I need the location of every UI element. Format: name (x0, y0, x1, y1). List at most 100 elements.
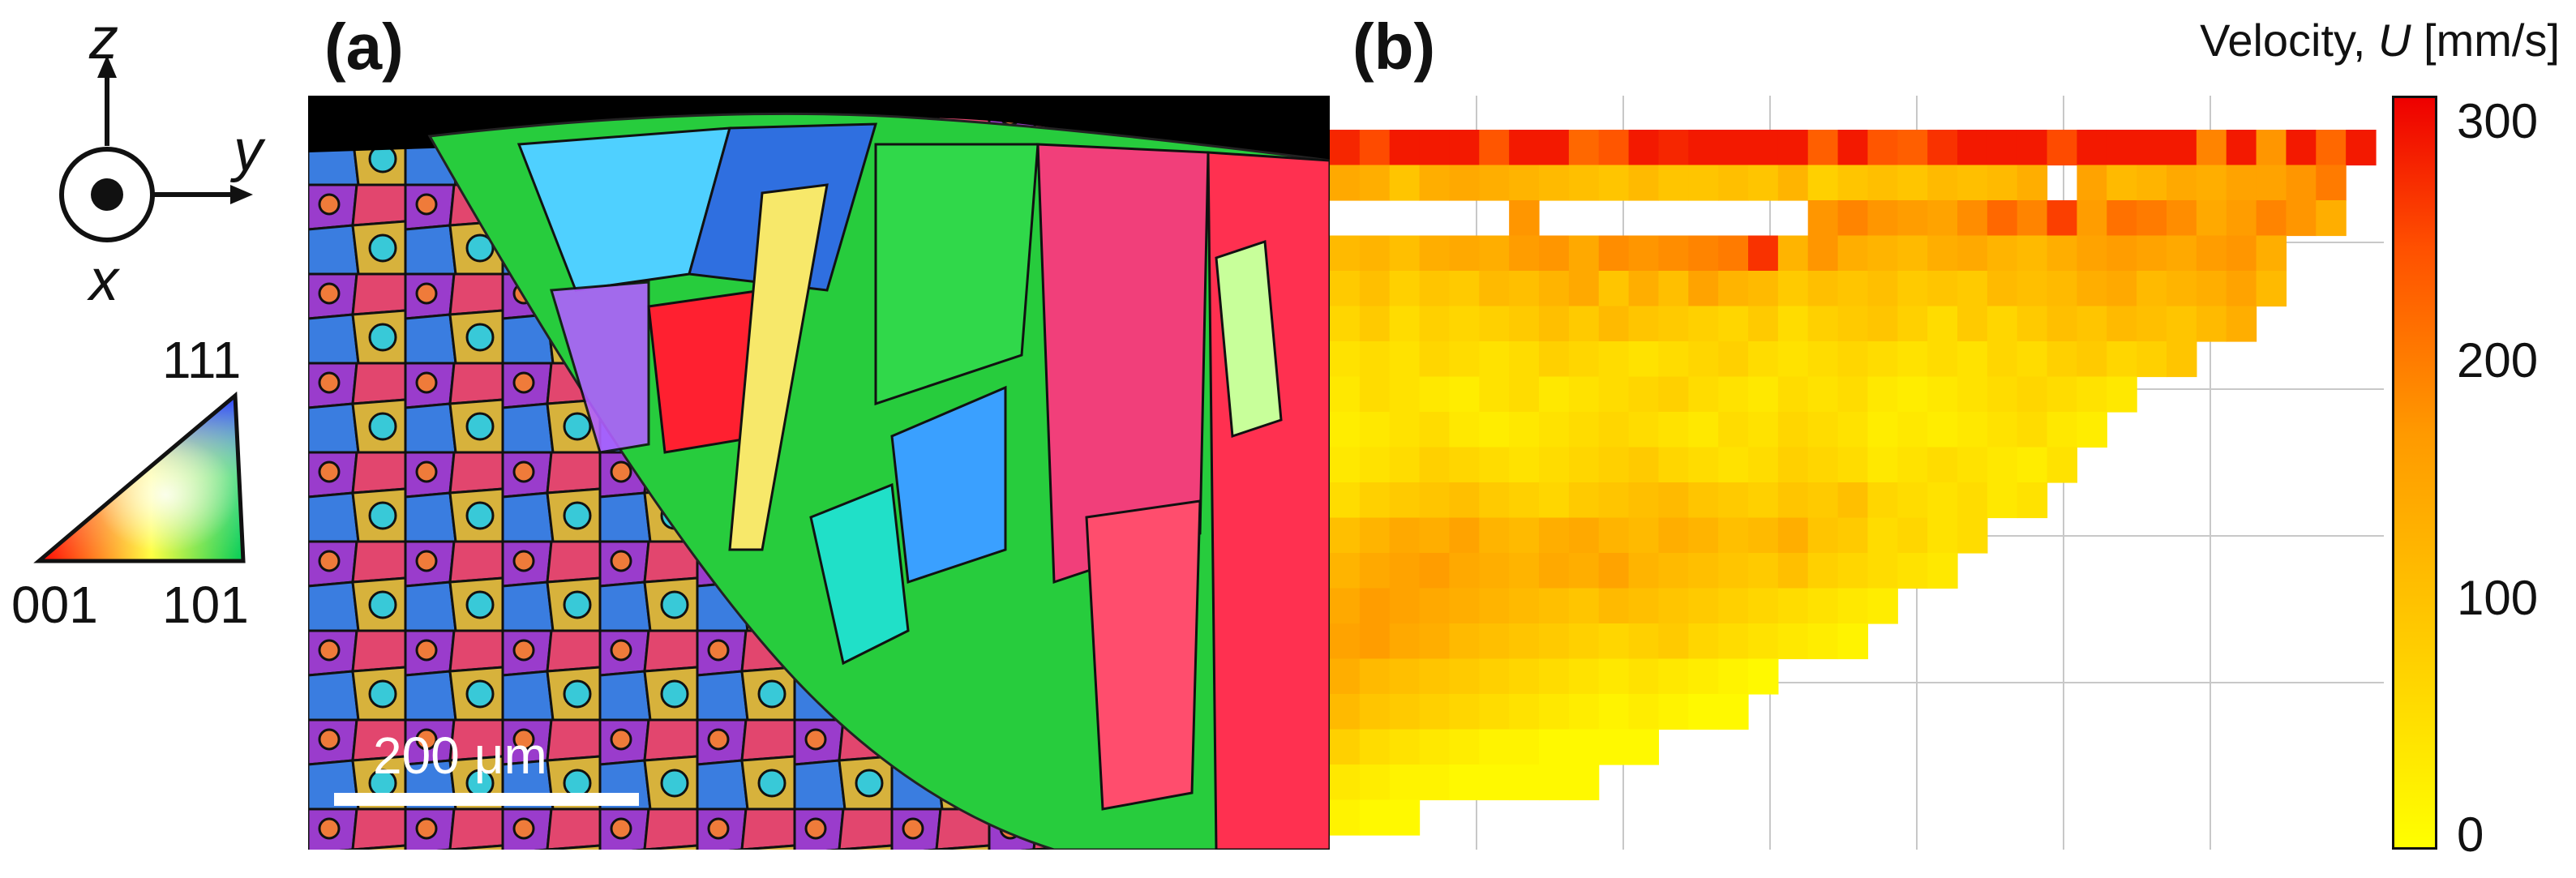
heatmap-cell (1718, 447, 1749, 483)
heatmap-cell (1330, 588, 1361, 624)
heatmap-cell (1419, 130, 1451, 166)
heatmap-cell (1628, 130, 1660, 166)
heatmap-cell (2017, 271, 2048, 307)
heatmap-cell (1837, 130, 1869, 166)
ebsd-orientation-map (308, 96, 1330, 850)
heatmap-cell (1568, 553, 1600, 589)
heatmap-cell (1419, 729, 1451, 765)
heatmap-cell (2286, 200, 2317, 237)
heatmap-cell (1718, 376, 1749, 413)
heatmap-cell (1807, 623, 1839, 660)
heatmap-cell (1598, 447, 1630, 483)
heatmap-cell (1539, 588, 1570, 624)
heatmap-cell (2167, 306, 2197, 342)
heatmap-cell (1330, 235, 1361, 272)
heatmap-cell (1509, 694, 1540, 730)
heatmap-cell (1688, 376, 1719, 413)
heatmap-cell (1449, 623, 1480, 660)
heatmap-cell (1479, 553, 1510, 589)
heatmap-cell (1748, 412, 1779, 448)
scale-bar-label: 200 μm (373, 726, 547, 785)
heatmap-cell (1837, 447, 1869, 483)
heatmap-cell (1449, 553, 1480, 589)
heatmap-cell (1718, 341, 1749, 378)
heatmap-cell (1807, 306, 1839, 342)
heatmap-cell (1449, 376, 1480, 413)
heatmap-cell (1748, 482, 1779, 519)
colorbar-tick-200: 200 (2457, 333, 2539, 388)
heatmap-cell (1688, 271, 1719, 307)
heatmap-cell (1957, 376, 1988, 413)
heatmap-cell (1957, 200, 1988, 237)
heatmap-cell (1389, 235, 1421, 272)
heatmap-cell (1359, 553, 1391, 589)
heatmap-cell (1867, 447, 1898, 483)
heatmap-cell (1777, 588, 1809, 624)
heatmap-cell (1449, 412, 1480, 448)
heatmap-cell (1867, 588, 1898, 624)
heatmap-cell (1389, 271, 1421, 307)
heatmap-cell (1598, 588, 1630, 624)
heatmap-cell (1748, 130, 1779, 166)
heatmap-cell (2107, 376, 2137, 413)
heatmap-cell (1628, 553, 1660, 589)
heatmap-cell (1777, 553, 1809, 589)
heatmap-cell (1658, 306, 1689, 342)
heatmap-cell (1389, 553, 1421, 589)
heatmap-cell (2256, 200, 2287, 237)
heatmap-cell (1688, 341, 1719, 378)
heatmap-cell (2107, 271, 2137, 307)
heatmap-cell (1568, 341, 1600, 378)
heatmap-cell (1598, 553, 1630, 589)
ipf-color-key-icon (33, 391, 246, 563)
heatmap-cell (1777, 376, 1809, 413)
heatmap-cell (1688, 588, 1719, 624)
heatmap-cell (1897, 376, 1928, 413)
heatmap-cell (1628, 235, 1660, 272)
heatmap-cell (2017, 235, 2048, 272)
heatmap-cell (1927, 341, 1958, 378)
heatmap-cell (1359, 694, 1391, 730)
heatmap-cell (1539, 412, 1570, 448)
heatmap-cell (2167, 341, 2197, 378)
heatmap-cell (1957, 271, 1988, 307)
heatmap-cell (1359, 729, 1391, 765)
heatmap-cell (1658, 412, 1689, 448)
heatmap-cell (2226, 165, 2257, 201)
heatmap-cell (1509, 623, 1540, 660)
colorbar-title-unit: [mm/s] (2411, 15, 2560, 66)
heatmap-cell (2316, 130, 2347, 166)
heatmap-cell (1359, 235, 1391, 272)
heatmap-cell (1419, 588, 1451, 624)
heatmap-cell (1748, 306, 1779, 342)
heatmap-cell (1449, 341, 1480, 378)
scale-bar (334, 793, 639, 806)
heatmap-cell (2017, 447, 2048, 483)
heatmap-cell (1479, 588, 1510, 624)
heatmap-cell (1419, 658, 1451, 695)
heatmap-cell (2226, 200, 2257, 237)
heatmap-cell (1807, 130, 1839, 166)
heatmap-cell (1867, 165, 1898, 201)
heatmap-cell (1568, 271, 1600, 307)
heatmap-cell (1419, 447, 1451, 483)
heatmap-cell (1359, 765, 1391, 801)
heatmap-cell (1330, 517, 1361, 554)
heatmap-cell (2226, 306, 2257, 342)
heatmap-cell (1658, 623, 1689, 660)
heatmap-cell (1568, 412, 1600, 448)
heatmap-cell (1330, 799, 1361, 836)
heatmap-cell (1628, 271, 1660, 307)
heatmap-cell (2107, 235, 2137, 272)
heatmap-cell (2047, 130, 2078, 166)
heatmap-cell (1449, 765, 1480, 801)
heatmap-cell (1568, 376, 1600, 413)
heatmap-cell (1628, 588, 1660, 624)
heatmap-cell (2226, 130, 2257, 166)
heatmap-cell (1539, 271, 1570, 307)
heatmap-cell (2167, 200, 2197, 237)
heatmap-cell (1479, 729, 1510, 765)
heatmap-cell (1539, 765, 1570, 801)
heatmap-cell (1867, 482, 1898, 519)
heatmap-cell (1807, 412, 1839, 448)
